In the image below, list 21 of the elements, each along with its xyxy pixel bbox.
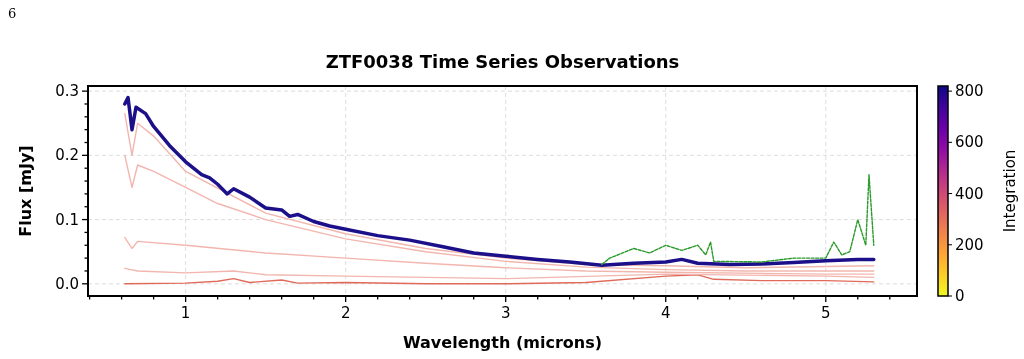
color-bar-label: 600 [955,133,984,152]
color-bar-title: Integration [1001,149,1019,233]
y-tick-label: 0.3 [55,82,79,101]
x-tick-label: 3 [500,304,511,322]
x-tick-label: 4 [660,304,671,322]
y-tick-label: 0.0 [55,274,79,293]
color-bar-label: 200 [955,235,984,254]
chart-title: ZTF0038 Time Series Observations [325,51,680,72]
x-tick-label: 1 [180,304,191,322]
color-bar-label: 800 [955,82,984,101]
line-series [124,274,875,285]
x-tick-label: 2 [340,304,351,322]
x-axis-title: Wavelength (microns) [402,333,603,352]
y-tick-label: 0.1 [55,210,79,229]
color-bar-label: 400 [955,184,984,203]
y-tick-label: 0.2 [55,146,79,165]
x-tick-label: 5 [821,304,831,322]
text: 6 [8,6,17,21]
y-axis-title: Flux [mJy] [16,145,35,237]
color-bar-label: 0 [955,287,965,305]
line-series [601,173,875,266]
